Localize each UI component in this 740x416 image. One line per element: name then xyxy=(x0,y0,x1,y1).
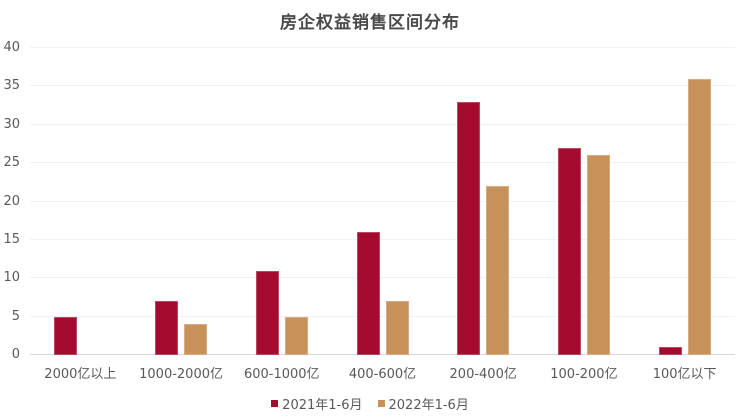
y-tick-label: 10 xyxy=(3,270,20,286)
x-category-label: 2000亿以上 xyxy=(44,367,117,382)
bar-series-0 xyxy=(557,147,581,355)
bar-series-0 xyxy=(54,316,78,355)
legend-label: 2022年1-6月 xyxy=(388,398,469,413)
bar-series-1 xyxy=(284,316,308,355)
y-tick-label: 35 xyxy=(3,78,20,94)
bar-series-0 xyxy=(457,101,481,355)
gridline xyxy=(30,277,735,279)
y-tick-label: 25 xyxy=(3,155,20,171)
bar-series-0 xyxy=(155,301,179,355)
legend-swatch-icon xyxy=(271,400,279,407)
y-tick-label: 20 xyxy=(3,193,20,209)
x-category-label: 200-400亿 xyxy=(449,367,517,382)
y-tick-label: 30 xyxy=(3,116,20,132)
x-category-label: 1000-2000亿 xyxy=(139,367,223,382)
bar-series-0 xyxy=(356,232,380,355)
x-category-label: 400-600亿 xyxy=(348,367,417,382)
plot-area xyxy=(30,47,735,355)
bar-series-0 xyxy=(255,270,279,355)
legend-swatch-icon xyxy=(377,400,385,407)
bar-series-1 xyxy=(586,155,610,355)
bar-series-1 xyxy=(385,301,409,355)
gridline xyxy=(30,238,735,240)
x-category-label: 100-200亿 xyxy=(550,367,618,382)
legend-item-1: 2022年1-6月 xyxy=(377,394,469,413)
legend-item-0: 2021年1-6月 xyxy=(271,394,363,413)
gridline xyxy=(30,85,735,87)
gridline xyxy=(30,315,735,317)
x-category-label: 100亿以下 xyxy=(652,367,717,382)
chart-title: 房企权益销售区间分布 xyxy=(280,13,460,33)
bar-series-1 xyxy=(486,186,510,355)
x-axis: 2000亿以上 1000-2000亿 600-1000亿 400-600亿 200-40… xyxy=(30,363,735,383)
gridline xyxy=(30,200,735,202)
x-axis-baseline xyxy=(30,354,735,355)
y-tick-label: 40 xyxy=(3,40,20,55)
gridline xyxy=(30,47,735,48)
y-tick-label: 5 xyxy=(11,308,20,324)
legend-label: 2021年1-6月 xyxy=(282,398,363,413)
bar-series-1 xyxy=(687,78,711,355)
y-tick-label: 15 xyxy=(3,231,20,247)
bar-series-1 xyxy=(184,324,208,355)
gridline xyxy=(30,123,735,125)
bar-series-0 xyxy=(658,347,682,355)
y-tick-label: 0 xyxy=(11,347,20,362)
gridline xyxy=(30,162,735,164)
x-category-label: 600-1000亿 xyxy=(243,367,320,382)
y-axis: 0 5 10 15 20 25 30 35 40 xyxy=(0,40,20,362)
legend: 2021年1-6月 2022年1-6月 xyxy=(0,394,740,413)
